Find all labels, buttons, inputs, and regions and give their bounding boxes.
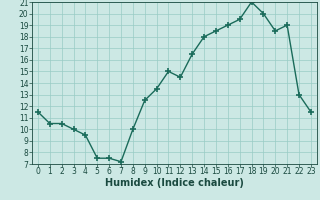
X-axis label: Humidex (Indice chaleur): Humidex (Indice chaleur) [105,178,244,188]
